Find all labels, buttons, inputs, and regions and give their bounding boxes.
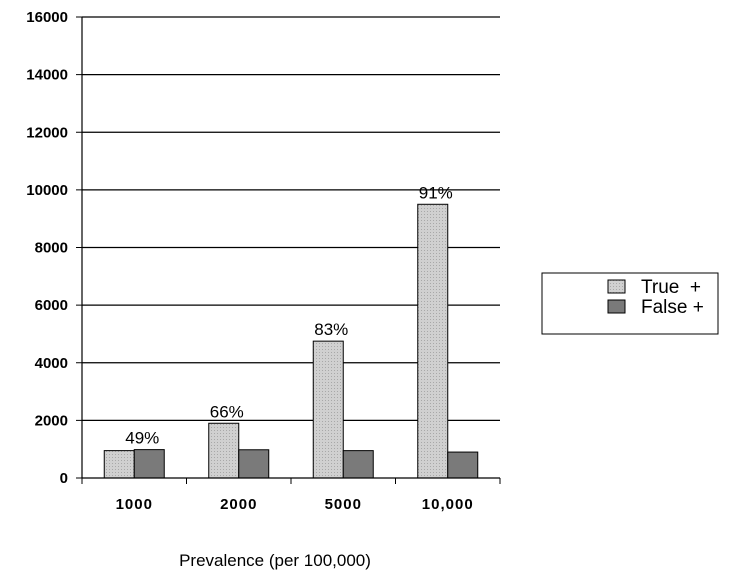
legend-swatch (607, 299, 626, 314)
bar-true-positive (312, 340, 344, 479)
x-tick-label: 2000 (220, 496, 257, 513)
x-tick-label: 10,000 (422, 496, 474, 513)
bar-annotation: 49% (125, 429, 159, 448)
y-tick-label: 12000 (26, 124, 68, 141)
bar-false-positive (238, 449, 270, 479)
gridlines (82, 16, 500, 421)
y-tick-label: 10000 (26, 182, 68, 199)
legend-label: True + (641, 277, 701, 298)
x-axis-label: Prevalence (per 100,000) (179, 551, 371, 570)
y-tick-label: 2000 (35, 412, 68, 429)
x-tick-label: 1000 (116, 496, 153, 513)
bar-true-positive (103, 450, 135, 479)
bar-annotation: 66% (210, 402, 244, 421)
bar-true-positive (417, 203, 449, 479)
bars (103, 203, 479, 479)
x-axis-ticks: 1000 2000 5000 10,000 (81, 478, 501, 513)
bar-false-positive (133, 449, 165, 479)
legend: True +False + (541, 272, 719, 335)
legend-swatch (607, 279, 626, 294)
y-tick-label: 6000 (35, 297, 68, 314)
bar-false-positive (447, 451, 479, 479)
y-tick-label: 16000 (26, 9, 68, 26)
y-tick-label: 8000 (35, 240, 68, 257)
bar-annotation: 83% (314, 320, 348, 339)
legend-label: False + (641, 297, 704, 318)
bar-annotation: 91% (419, 183, 453, 202)
y-tick-label: 0 (60, 470, 68, 487)
bar-true-positive (208, 422, 240, 479)
x-tick-label: 5000 (325, 496, 362, 513)
y-axis-ticks: 0 2000 4000 6000 8000 10000 12000 14000 16000 (26, 9, 82, 487)
y-tick-label: 14000 (26, 67, 68, 84)
y-tick-label: 4000 (35, 355, 68, 372)
bar-false-positive (342, 450, 374, 479)
bar-annotations: 49% 66% 83% 91% (125, 183, 453, 447)
legend-box (541, 272, 719, 335)
